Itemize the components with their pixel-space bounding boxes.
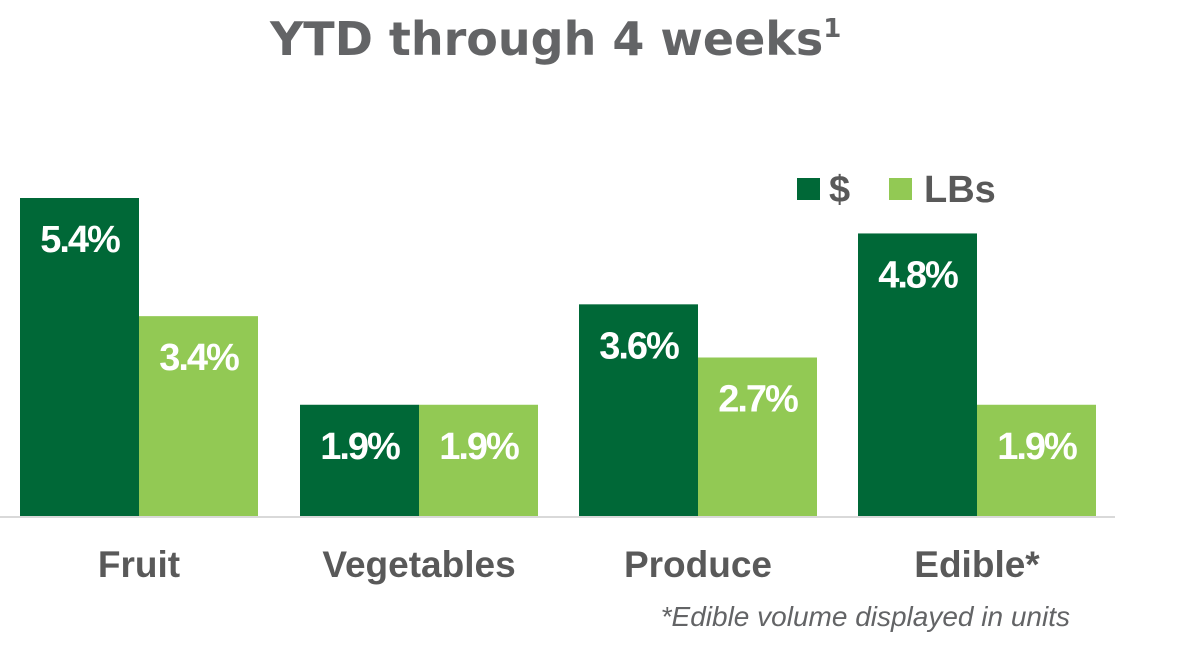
chart-title: YTD through 4 weeks1 <box>269 12 841 66</box>
legend: $ LBs <box>797 169 996 211</box>
bar-dollars-2 <box>579 304 698 517</box>
bar-lbs-1 <box>419 404 538 517</box>
bar-dollars-0 <box>20 198 139 517</box>
category-label: Fruit <box>98 544 180 585</box>
bar-lbs-3 <box>977 404 1096 517</box>
bar-lbs-0 <box>139 316 258 517</box>
category-label: Edible* <box>914 544 1040 585</box>
category-label: Produce <box>624 544 772 585</box>
bar-lbs-2 <box>698 357 817 517</box>
data-label: 1.9% <box>997 426 1077 468</box>
category-label: Vegetables <box>322 544 515 585</box>
bars-group: 5.4% 3.4% 1.9% 1.9% 3.6% 2.7% 4.8% 1.9% <box>20 198 1096 517</box>
legend-label-lbs: LBs <box>924 169 996 211</box>
legend-label-dollars: $ <box>829 169 850 211</box>
data-label: 4.8% <box>878 254 958 296</box>
bar-dollars-1 <box>300 404 419 517</box>
footnote: *Edible volume displayed in units <box>661 601 1070 632</box>
legend-swatch-dollars <box>797 178 820 200</box>
legend-swatch-lbs <box>889 178 912 200</box>
category-labels: Fruit Vegetables Produce Edible* <box>98 544 1040 585</box>
data-label: 1.9% <box>320 426 400 468</box>
data-label: 5.4% <box>40 219 120 261</box>
data-label: 1.9% <box>439 426 519 468</box>
bar-dollars-3 <box>858 233 977 517</box>
data-label: 3.4% <box>159 337 239 379</box>
data-label: 2.7% <box>718 379 798 421</box>
data-label: 3.6% <box>599 325 679 367</box>
